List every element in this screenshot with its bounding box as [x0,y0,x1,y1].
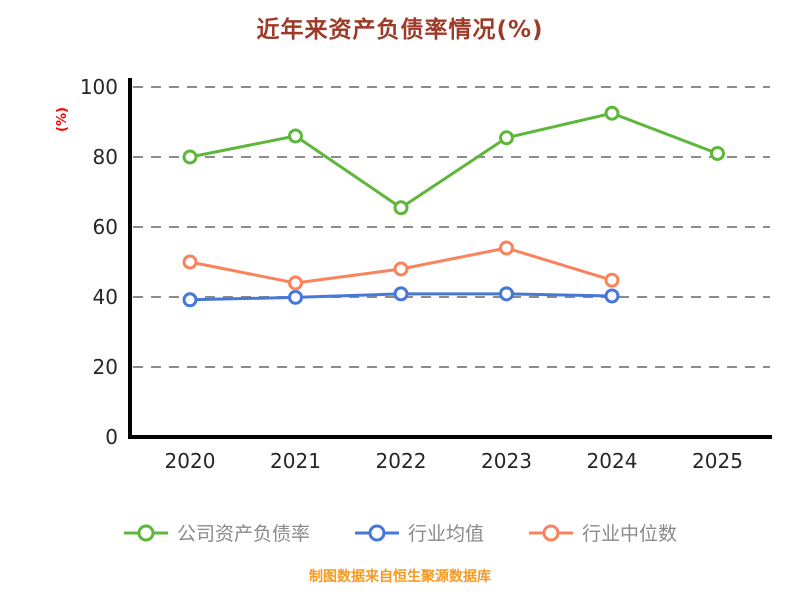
legend-item-industry-avg: 行业均值 [354,519,484,546]
svg-text:40: 40 [93,285,118,309]
legend-marker-industry-avg-icon [354,524,399,541]
legend-label-industry-median: 行业中位数 [582,523,678,545]
chart-legend: 公司资产负债率 行业均值 行业中位数 [0,519,800,546]
svg-text:2022: 2022 [376,449,427,473]
svg-text:2023: 2023 [481,449,532,473]
legend-item-company: 公司资产负债率 [123,519,310,546]
svg-text:2021: 2021 [270,449,321,473]
svg-text:2020: 2020 [165,449,216,473]
svg-text:2024: 2024 [587,449,638,473]
legend-label-industry-avg: 行业均值 [407,523,484,545]
svg-text:20: 20 [93,355,118,379]
legend-marker-company-icon [123,524,168,541]
svg-text:0: 0 [105,425,118,449]
svg-text:2025: 2025 [692,449,743,473]
legend-item-industry-median: 行业中位数 [528,519,677,546]
svg-text:60: 60 [93,215,118,239]
svg-text:80: 80 [93,145,118,169]
data-source-note: 制图数据来自恒生聚源数据库 [309,569,491,585]
legend-marker-industry-median-icon [529,524,573,541]
legend-label-company: 公司资产负债率 [176,523,310,545]
chart-title: 近年来资产负债率情况(%) [256,17,544,43]
svg-text:100: 100 [80,75,118,99]
